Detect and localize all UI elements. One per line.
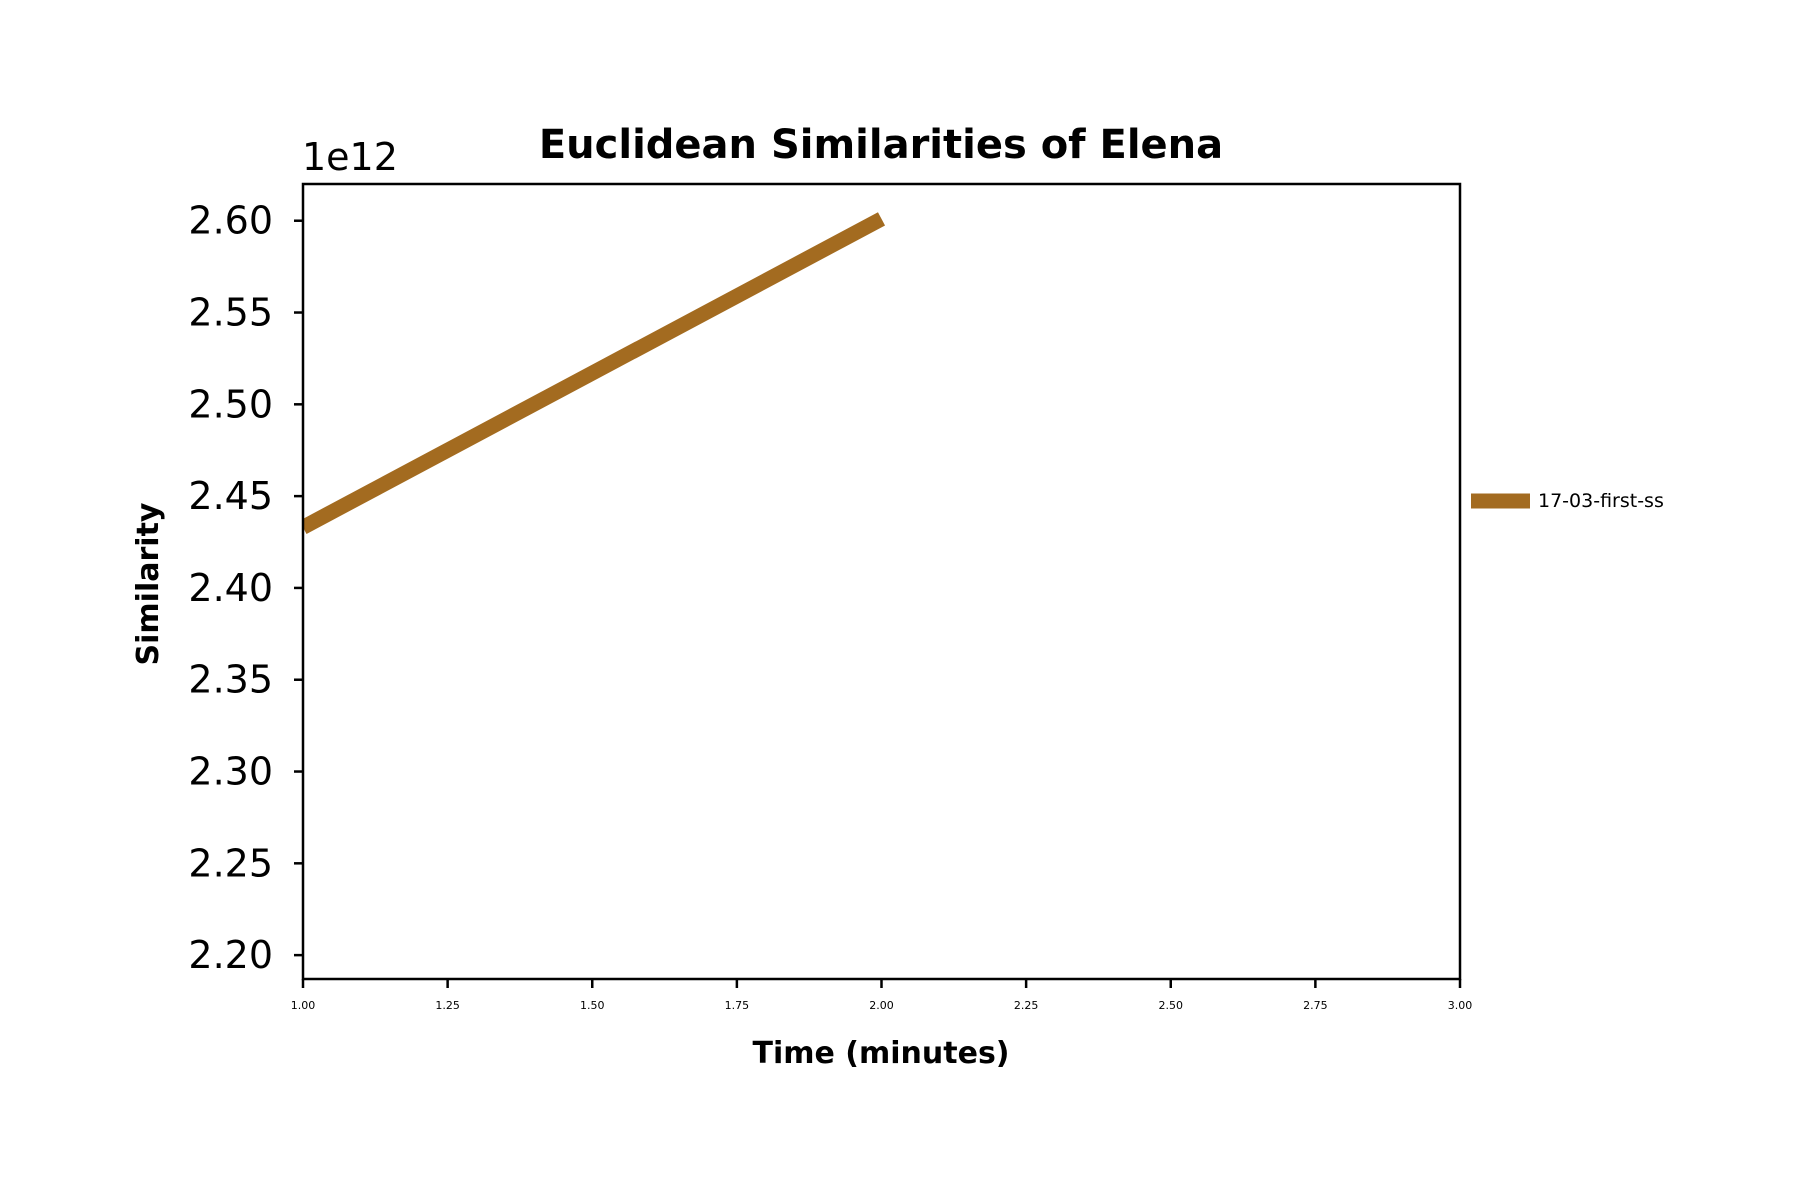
y-tick-label: 2.20 (188, 933, 273, 977)
y-tick-label: 2.35 (188, 658, 273, 702)
x-tick-label: 2.50 (1159, 999, 1184, 1012)
y-tick-label: 2.25 (188, 841, 273, 885)
y-axis-offset-label: 1e12 (302, 135, 398, 179)
y-tick-label: 2.40 (188, 566, 273, 610)
plot-frame (301, 182, 1462, 981)
y-tick-label: 2.30 (188, 750, 273, 794)
x-tick-label: 3.00 (1448, 999, 1473, 1012)
x-tick-label: 2.25 (1014, 999, 1039, 1012)
x-tick-label: 1.25 (435, 999, 460, 1012)
y-tick-label: 2.60 (188, 199, 273, 243)
x-tick-label: 1.00 (291, 999, 316, 1012)
legend: 17-03-first-ss (1471, 490, 1664, 512)
y-axis-ticks: 2.20 2.25 2.30 2.35 2.40 2.45 2.50 2.55 2.60 (188, 199, 303, 977)
x-axis-ticks: 1.00 1.25 1.50 1.75 2.00 2.25 2.50 2.75 3.00 (291, 979, 1473, 1012)
y-axis-label: Similarity (131, 502, 166, 665)
x-tick-label: 2.75 (1303, 999, 1328, 1012)
series-line (303, 212, 886, 534)
series-layer (303, 212, 886, 534)
x-tick-label: 1.50 (580, 999, 605, 1012)
x-tick-label: 1.75 (725, 999, 750, 1012)
y-tick-label: 2.50 (188, 382, 273, 426)
y-tick-label: 2.55 (188, 291, 273, 335)
x-tick-label: 2.00 (869, 999, 894, 1012)
chart-title: Euclidean Similarities of Elena (539, 122, 1223, 168)
legend-label: 17-03-first-ss (1538, 490, 1664, 512)
x-axis-label: Time (minutes) (752, 1036, 1009, 1071)
y-tick-label: 2.45 (188, 474, 273, 518)
